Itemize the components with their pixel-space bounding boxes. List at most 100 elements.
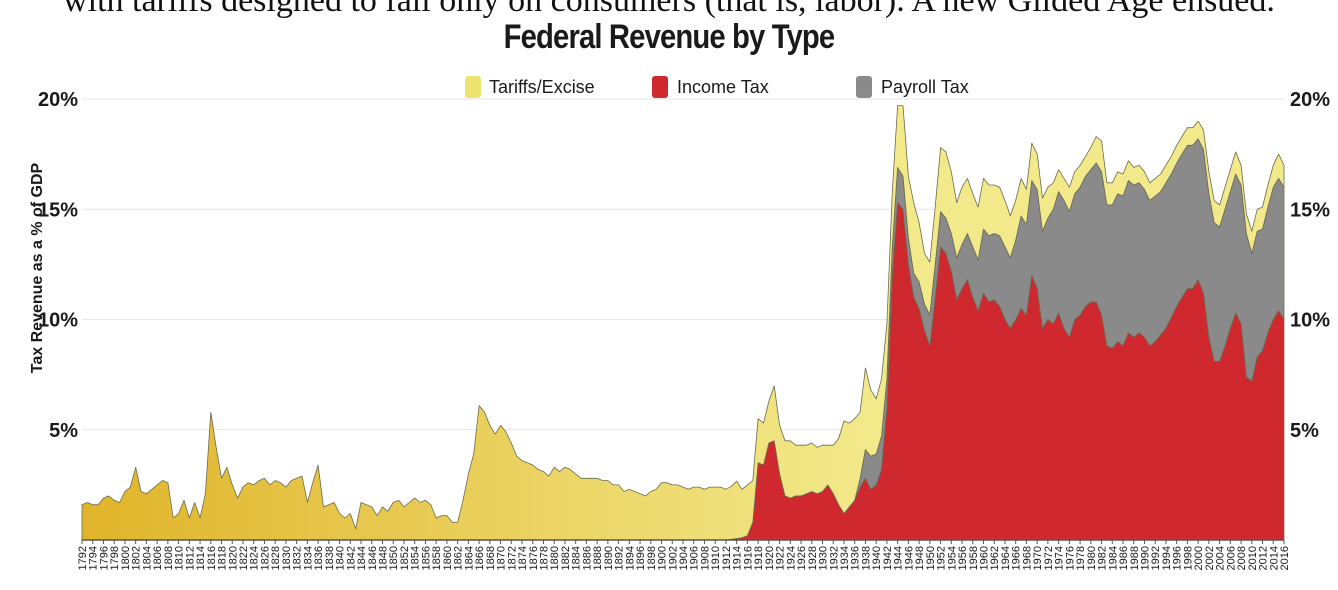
x-tick-label: 1960 <box>979 546 991 570</box>
x-tick-label: 1982 <box>1097 546 1109 570</box>
x-tick-label: 1996 <box>1172 546 1184 570</box>
x-tick-label: 1804 <box>141 546 153 570</box>
x-tick-label: 1930 <box>818 546 830 570</box>
x-tick-label: 1954 <box>946 546 958 570</box>
y-tick-label-left: 5% <box>49 420 78 442</box>
x-tick-label: 1798 <box>109 546 121 570</box>
x-tick-label: 1974 <box>1054 546 1066 570</box>
x-tick-label: 1844 <box>356 546 368 570</box>
x-tick-label: 1948 <box>914 546 926 570</box>
x-tick-label: 2002 <box>1204 546 1216 570</box>
x-tick-label: 1838 <box>324 546 336 570</box>
x-tick-label: 2014 <box>1268 546 1280 570</box>
x-tick-label: 1918 <box>753 546 765 570</box>
chart-title: Federal Revenue by Type <box>503 18 836 56</box>
x-tick-label: 2012 <box>1258 546 1270 570</box>
x-tick-label: 1892 <box>614 546 626 570</box>
x-tick-label: 1976 <box>1064 546 1076 570</box>
x-tick-label: 1868 <box>485 546 497 570</box>
x-tick-label: 1878 <box>539 546 551 570</box>
x-tick-label: 1980 <box>1086 546 1098 570</box>
x-tick-label: 1848 <box>378 546 390 570</box>
x-tick-label: 1898 <box>646 546 658 570</box>
y-axis-left: 5% 10% 15% 20% <box>38 89 78 442</box>
x-tick-label: 1860 <box>442 546 454 570</box>
x-tick-label: 1946 <box>903 546 915 570</box>
x-tick-label: 1966 <box>1011 546 1023 570</box>
x-tick-label: 1846 <box>367 546 379 570</box>
y-tick-label-right: 20% <box>1290 89 1330 111</box>
x-tick-label: 1956 <box>957 546 969 570</box>
x-tick-label: 1988 <box>1129 546 1141 570</box>
x-tick-label: 1904 <box>678 546 690 570</box>
x-tick-label: 2010 <box>1247 546 1259 570</box>
x-tick-label: 1934 <box>839 546 851 570</box>
x-axis: 1792179417961798180018021804180618081810… <box>77 540 1291 570</box>
y-tick-label-left: 10% <box>38 310 78 332</box>
x-tick-label: 1854 <box>410 546 422 570</box>
x-tick-label: 1932 <box>828 546 840 570</box>
x-tick-label: 1834 <box>302 546 314 570</box>
x-tick-label: 1792 <box>77 546 89 570</box>
y-tick-label-right: 15% <box>1290 199 1330 221</box>
x-tick-label: 1842 <box>345 546 357 570</box>
x-tick-label: 1806 <box>152 546 164 570</box>
x-tick-label: 2016 <box>1279 546 1291 570</box>
x-tick-label: 1944 <box>893 546 905 570</box>
x-tick-label: 1880 <box>549 546 561 570</box>
x-tick-label: 1964 <box>1000 546 1012 570</box>
x-tick-label: 2000 <box>1193 546 1205 570</box>
y-axis-right: 5% 10% 15% 20% <box>1290 89 1330 442</box>
y-tick-label-left: 15% <box>38 199 78 221</box>
y-tick-label-right: 10% <box>1290 310 1330 332</box>
x-tick-label: 1802 <box>131 546 143 570</box>
x-tick-label: 1820 <box>227 546 239 570</box>
x-tick-label: 2008 <box>1236 546 1248 570</box>
x-tick-label: 1972 <box>1043 546 1055 570</box>
x-tick-label: 1950 <box>925 546 937 570</box>
x-tick-label: 2006 <box>1225 546 1237 570</box>
x-tick-label: 1998 <box>1182 546 1194 570</box>
legend-swatch-income <box>652 76 668 98</box>
x-tick-label: 1906 <box>689 546 701 570</box>
y-tick-label-right: 5% <box>1290 420 1319 442</box>
x-tick-label: 1818 <box>217 546 229 570</box>
x-tick-label: 1992 <box>1150 546 1162 570</box>
x-tick-label: 1978 <box>1075 546 1087 570</box>
x-tick-label: 1900 <box>657 546 669 570</box>
x-tick-label: 1888 <box>592 546 604 570</box>
x-tick-label: 1940 <box>871 546 883 570</box>
x-tick-label: 1822 <box>238 546 250 570</box>
x-tick-label: 1920 <box>764 546 776 570</box>
x-tick-label: 1830 <box>281 546 293 570</box>
x-tick-label: 1870 <box>496 546 508 570</box>
x-tick-label: 1872 <box>506 546 518 570</box>
x-tick-label: 1864 <box>463 546 475 570</box>
x-tick-label: 1926 <box>796 546 808 570</box>
legend: Tariffs/Excise Income Tax Payroll Tax <box>465 76 969 98</box>
clipped-caption-text: with tariffs designed to fall only on co… <box>63 0 1275 19</box>
x-tick-label: 1890 <box>603 546 615 570</box>
x-tick-label: 1984 <box>1107 546 1119 570</box>
x-tick-label: 1824 <box>249 546 261 570</box>
x-tick-label: 1938 <box>860 546 872 570</box>
x-tick-label: 1832 <box>292 546 304 570</box>
x-tick-label: 1874 <box>517 546 529 570</box>
x-tick-label: 1852 <box>399 546 411 570</box>
x-tick-label: 2004 <box>1215 546 1227 570</box>
x-tick-label: 1970 <box>1032 546 1044 570</box>
x-tick-label: 1908 <box>700 546 712 570</box>
x-tick-label: 1796 <box>99 546 111 570</box>
x-tick-label: 1810 <box>174 546 186 570</box>
x-tick-label: 1814 <box>195 546 207 570</box>
x-tick-label: 1850 <box>388 546 400 570</box>
x-tick-label: 1952 <box>936 546 948 570</box>
x-tick-label: 1886 <box>581 546 593 570</box>
stacked-areas <box>81 105 1285 541</box>
x-tick-label: 1958 <box>968 546 980 570</box>
x-tick-label: 1928 <box>807 546 819 570</box>
x-tick-label: 1884 <box>571 546 583 570</box>
x-tick-label: 1858 <box>431 546 443 570</box>
x-tick-label: 1910 <box>710 546 722 570</box>
